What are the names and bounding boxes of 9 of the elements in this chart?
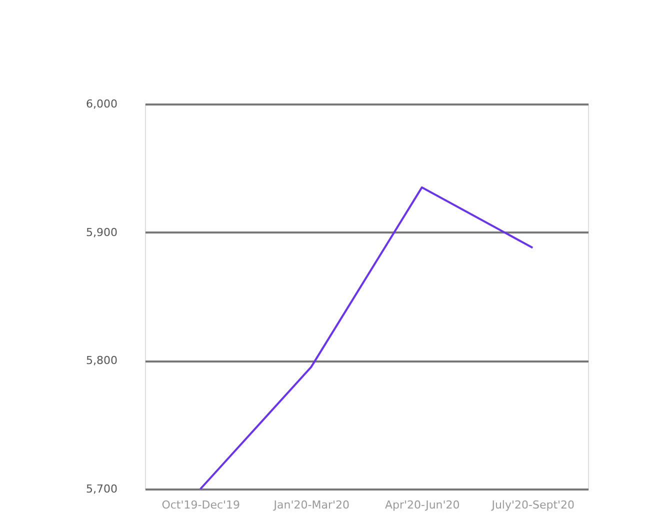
line-series (199, 186, 534, 490)
y-tick-label: 6,000 (86, 98, 118, 110)
x-tick-label: July'20-Sept'20 (490, 498, 575, 512)
y-tick-label: 5,900 (86, 226, 118, 239)
x-tick-label: Apr'20-Jun'20 (384, 498, 460, 512)
y-tick-label: 5,800 (86, 354, 118, 368)
x-tick-label: Oct'19-Dec'19 (162, 498, 240, 512)
y-tick-label: 5,700 (86, 482, 118, 496)
x-tick-label: Jan'20-Mar'20 (272, 498, 350, 512)
